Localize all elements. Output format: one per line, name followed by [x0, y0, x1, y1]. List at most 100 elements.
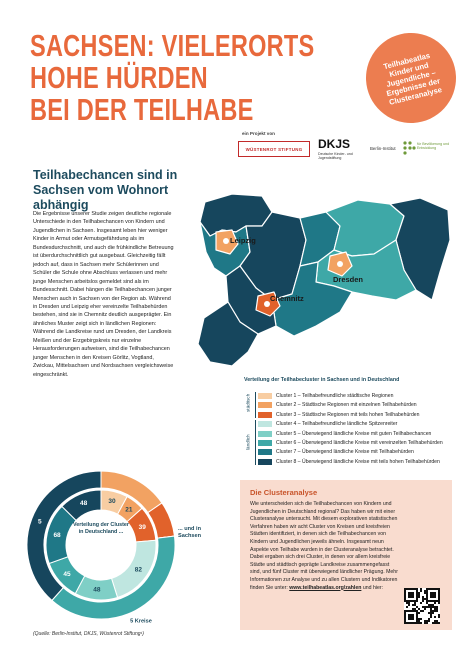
qr-finder [404, 610, 418, 624]
qr-module [424, 622, 426, 624]
qr-module [424, 606, 426, 608]
logo-berlin-sub: für Bevölkerung und Entwicklung [417, 142, 450, 151]
qr-module [420, 618, 422, 620]
qr-module [434, 608, 436, 610]
donut-side-label: ... und in Sachsen [178, 526, 202, 539]
qr-module [434, 620, 436, 622]
data-label: 82 [135, 567, 143, 574]
legend-label: Cluster 4 – Teilhabefreundliche ländlich… [276, 421, 398, 428]
legend-bracket [255, 392, 256, 419]
qr-module [424, 592, 426, 594]
city-label: Leipzig [230, 236, 256, 245]
legend-swatch [258, 430, 272, 437]
qr-module [430, 608, 432, 610]
qr-module [418, 618, 420, 620]
legend: Cluster 1 – Teilhabefreundliche städtisc… [244, 388, 450, 468]
qr-module [432, 610, 434, 612]
qr-finder-core [430, 592, 436, 598]
legend-bracket [255, 420, 256, 466]
qr-module [428, 604, 430, 606]
legend-group-label: städtisch [245, 393, 251, 413]
legend-label: Cluster 5 – Überwiegend ländliche Kreise… [276, 430, 432, 437]
qr-module [430, 604, 432, 606]
qr-module [412, 608, 414, 610]
qr-module [436, 606, 438, 608]
qr-module [422, 596, 424, 598]
logo-berlin: Berlin-Institut [370, 146, 396, 151]
legend-label: Cluster 8 – Überwiegend ländliche Kreise… [276, 458, 440, 465]
legend-swatch [258, 440, 272, 446]
qr-module [418, 592, 420, 594]
link[interactable]: www.teilhabeatlas.org/zahlen [289, 584, 362, 591]
qr-module [434, 602, 436, 604]
qr-module [422, 600, 424, 602]
qr-module [424, 598, 426, 600]
qr-module [420, 602, 422, 604]
info-box-body: Wie unterscheiden sich die Teilhabechanc… [250, 501, 398, 591]
qr-module [432, 604, 434, 606]
city-label: Dresden [333, 275, 364, 284]
qr-module [408, 602, 410, 604]
legend-label: Cluster 2 – Städtische Regionen mit einz… [276, 402, 417, 409]
donut-center-label: Verteilung der Cluster in Deutschland ..… [72, 522, 130, 535]
qr-module [430, 606, 432, 608]
qr-module [434, 622, 436, 624]
qr-module [432, 612, 434, 614]
info-box-suffix: und hier: [362, 584, 384, 591]
legend-title: Verteilung der Teilhabecluster in Sachse… [244, 377, 400, 383]
qr-module [438, 616, 440, 618]
qr-module [436, 608, 438, 610]
legend-label: Cluster 6 – Überwiegend ländliche Kreise… [276, 440, 443, 446]
qr-module [422, 606, 424, 608]
data-label: 48 [80, 500, 88, 507]
data-label: 48 [93, 587, 101, 594]
qr-module [434, 616, 436, 618]
body-text: Die Ergebnisse unserer Studie zeigen deu… [33, 211, 174, 378]
qr-module [420, 622, 422, 624]
qr-module [432, 606, 434, 608]
qr-module [418, 620, 420, 622]
qr-module [430, 616, 432, 618]
legend-swatch [258, 393, 272, 399]
qr-module [438, 602, 440, 604]
qr-module [424, 608, 426, 610]
qr-module [426, 606, 428, 608]
legend-swatch [258, 449, 272, 456]
qr-module [422, 598, 424, 600]
legend-label: Cluster 1 – Teilhabefreundliche städtisc… [276, 393, 394, 399]
qr-module [420, 590, 422, 592]
qr-module [414, 604, 416, 606]
qr-module [438, 614, 440, 616]
legend-swatch [258, 458, 272, 465]
qr-module [426, 602, 428, 604]
qr-module [426, 622, 428, 624]
qr-module [428, 618, 430, 620]
data-label: 45 [63, 571, 71, 578]
map-region [271, 261, 353, 337]
qr-module [412, 604, 414, 606]
qr-module [428, 612, 430, 614]
qr-module [428, 620, 430, 622]
qr-finder-core [408, 592, 414, 598]
qr-module [422, 610, 424, 612]
legend-label: Cluster 3 – Städtische Regionen mit teil… [276, 411, 420, 418]
map-region [389, 197, 451, 301]
qr-module [430, 612, 432, 614]
legend-swatch [258, 402, 272, 409]
logo-dkjs-sub: Deutsche Kinder- und Jugendstiftung [318, 152, 353, 161]
city-label: Chemnitz [270, 294, 304, 303]
data-label: 21 [125, 506, 133, 513]
title-line: HOHE HÜRDEN [30, 60, 208, 95]
qr-module [434, 610, 436, 612]
qr-module [434, 606, 436, 608]
data-label: 30 [108, 498, 116, 505]
data-label: 5 Kreise [130, 619, 152, 625]
qr-module [418, 608, 420, 610]
qr-module [430, 614, 432, 616]
qr-module [432, 622, 434, 624]
qr-module [418, 594, 420, 596]
qr-module [426, 620, 428, 622]
donut-segment [61, 489, 102, 522]
qr-module [408, 604, 410, 606]
